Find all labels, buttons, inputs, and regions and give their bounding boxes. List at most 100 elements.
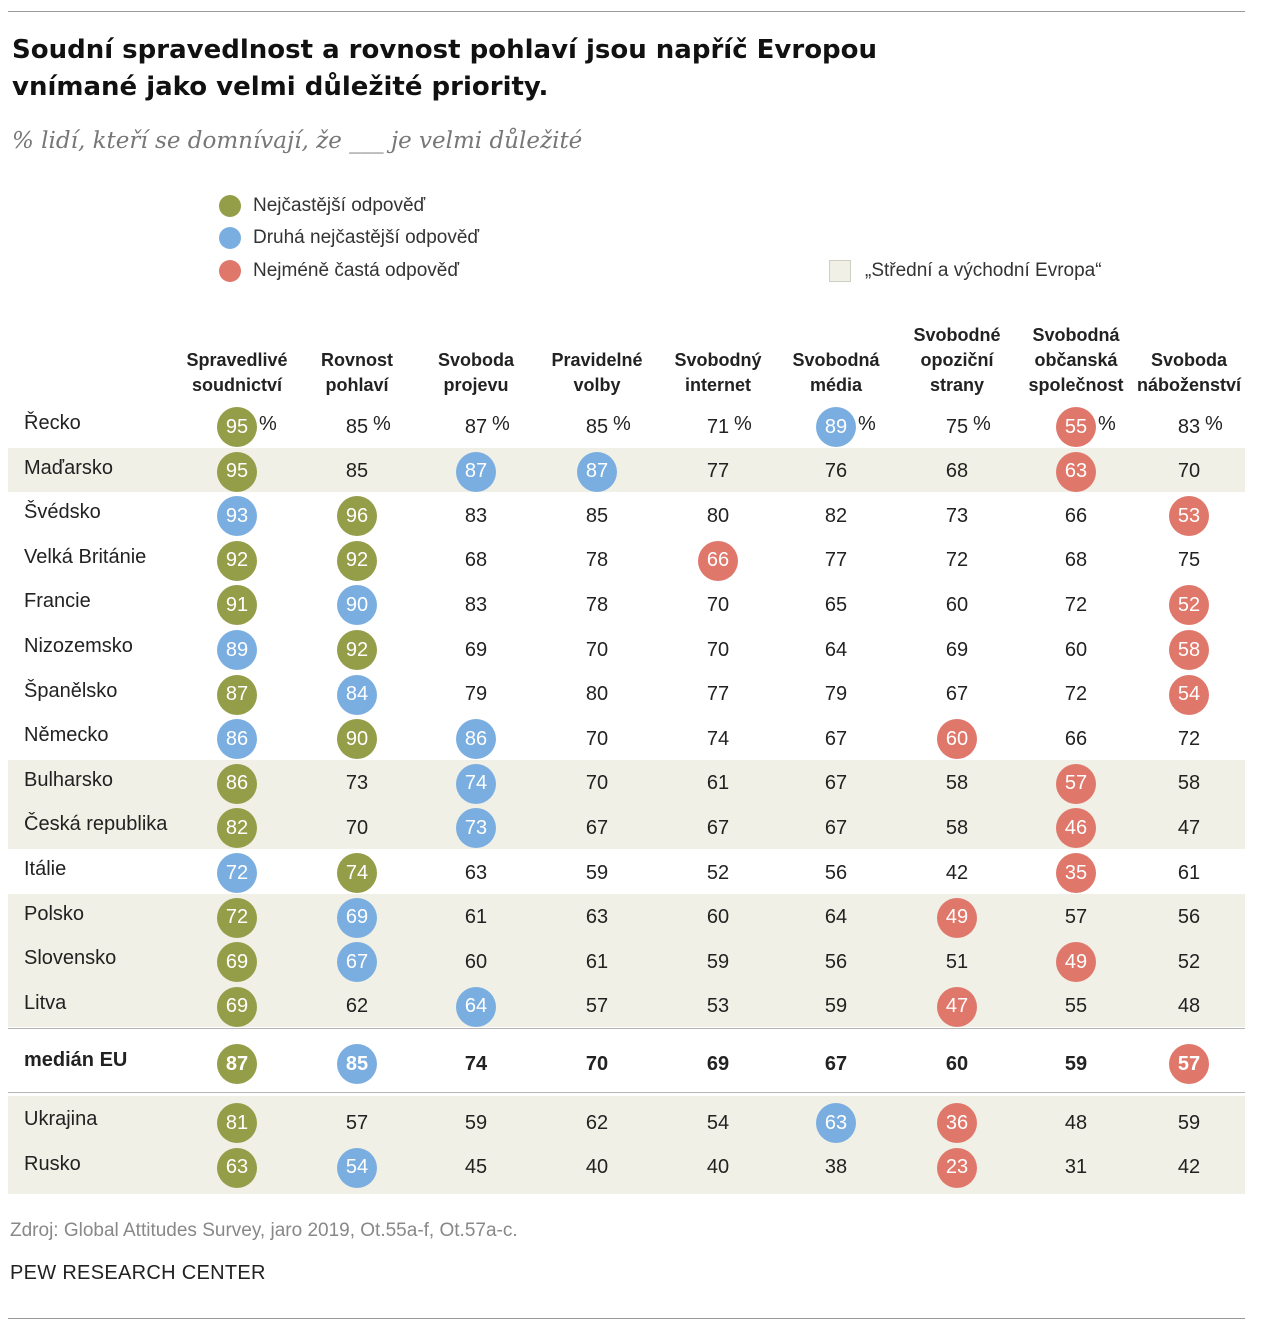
value-cell: 85	[585, 504, 609, 527]
value-cell: 56	[824, 861, 848, 884]
value-cell: 86	[217, 763, 257, 804]
value-cell: 53	[1169, 496, 1209, 537]
value-cell: 40	[706, 1156, 730, 1178]
value-cell: 56	[824, 950, 848, 973]
value-cell: 77	[706, 460, 730, 483]
value-cell: 23	[937, 1147, 977, 1188]
value-cell: 58	[945, 772, 969, 795]
value-cell: 74	[337, 853, 377, 893]
value-cell: 69	[706, 1052, 730, 1075]
value-cell: 63	[816, 1103, 856, 1143]
value-cell: 54	[1169, 674, 1209, 715]
legend-region: „Střední a východní Evropa“	[829, 258, 1102, 284]
value-cell: 84	[337, 674, 377, 715]
value-cell: 66	[698, 540, 738, 581]
value-cell: 54	[706, 1111, 730, 1134]
value-cell: 67	[945, 683, 969, 706]
value-cell: 51	[945, 950, 969, 973]
country-label: Řecko	[24, 412, 81, 434]
region-row-shade	[8, 759, 1245, 805]
country-label: Rusko	[24, 1152, 81, 1175]
value-cell: 67	[824, 816, 848, 839]
column-header: Pravidelné volby	[551, 350, 643, 395]
country-label: Španělsko	[24, 679, 118, 702]
value-cell: 65	[824, 593, 848, 616]
source-note: Zdroj: Global Attitudes Survey, jaro 201…	[10, 1220, 518, 1241]
value-cell: 61	[706, 772, 730, 795]
country-label: Švédsko	[24, 501, 101, 524]
value-cell: 73	[345, 772, 369, 795]
value-cell: 38	[824, 1156, 848, 1178]
value-cell: 85	[585, 415, 609, 438]
value-cell: 72	[1064, 683, 1088, 706]
value-cell: 90	[337, 585, 377, 626]
column-header: Svoboda projevu	[437, 350, 514, 395]
value-cell: 96	[337, 496, 377, 537]
value-cell: 95	[217, 451, 257, 492]
value-cell: 69	[337, 897, 377, 938]
country-label: Polsko	[24, 902, 85, 925]
value-cell: 52	[706, 861, 730, 884]
value-cell: 70	[706, 638, 730, 661]
value-cell: 67	[824, 772, 848, 795]
value-cell: 73	[456, 808, 496, 849]
value-cell: 61	[1177, 861, 1201, 884]
value-cell: 36	[937, 1103, 977, 1143]
value-cell: 77	[706, 683, 730, 706]
value-cell: 47	[1177, 816, 1201, 839]
percent-sign: %	[1098, 413, 1116, 435]
value-cell: 80	[585, 683, 609, 706]
value-cell: 92	[217, 540, 257, 581]
legend-second: Druhá nejčastější odpověď	[219, 225, 479, 251]
value-cell: 75	[945, 415, 969, 438]
legend-top-label: Nejčastější odpověď	[253, 195, 426, 216]
value-cell: 83	[464, 504, 488, 527]
value-cell: 35	[1056, 853, 1096, 893]
value-cell: 74	[456, 763, 496, 804]
value-cell: 95	[217, 407, 257, 447]
column-header: Svoboda náboženství	[1136, 350, 1242, 395]
value-cell: 60	[937, 719, 977, 760]
country-label: Velká Británie	[24, 545, 147, 568]
column-header: Svobodný internet	[674, 350, 762, 395]
column-header: Spravedlivé soudnictví	[186, 350, 288, 395]
region-row-shade	[8, 1096, 1245, 1102]
value-cell: 67	[824, 727, 848, 750]
value-cell: 63	[464, 861, 488, 884]
percent-sign: %	[492, 413, 510, 435]
region-row-shade	[8, 447, 1245, 493]
value-cell: 83	[1177, 415, 1201, 438]
value-cell: 72	[1177, 727, 1201, 750]
value-cell: 45	[464, 1156, 488, 1178]
value-cell: 70	[706, 593, 730, 616]
value-cell: 69	[945, 638, 969, 661]
region-row-shade	[8, 982, 1245, 1028]
value-cell: 87	[217, 674, 257, 715]
value-cell: 62	[585, 1111, 609, 1134]
value-cell: 57	[345, 1111, 369, 1134]
value-cell: 49	[1056, 942, 1096, 983]
value-cell: 64	[456, 986, 496, 1027]
median-label: medián EU	[24, 1049, 128, 1071]
value-cell: 62	[345, 995, 369, 1018]
value-cell: 42	[1177, 1156, 1201, 1178]
value-cell: 70	[585, 1052, 609, 1075]
column-header: Svobodná média	[792, 350, 880, 395]
value-cell: 71	[706, 415, 730, 438]
country-label: Itálie	[24, 858, 67, 880]
value-cell: 61	[585, 950, 609, 973]
value-cell: 67	[585, 816, 609, 839]
value-cell: 59	[706, 950, 730, 973]
legend-least-swatch	[219, 260, 241, 282]
value-cell: 60	[945, 1052, 969, 1075]
region-row-shade	[8, 1099, 1245, 1144]
value-cell: 56	[1177, 906, 1201, 929]
value-cell: 70	[1177, 460, 1201, 483]
value-cell: 68	[945, 460, 969, 483]
percent-sign: %	[259, 413, 277, 435]
country-label: Německo	[24, 724, 109, 747]
country-label: Slovensko	[24, 947, 117, 970]
bottom-rule	[8, 1318, 1245, 1319]
value-cell: 69	[464, 638, 488, 661]
column-header: Svobodné opoziční strany	[913, 325, 1001, 395]
